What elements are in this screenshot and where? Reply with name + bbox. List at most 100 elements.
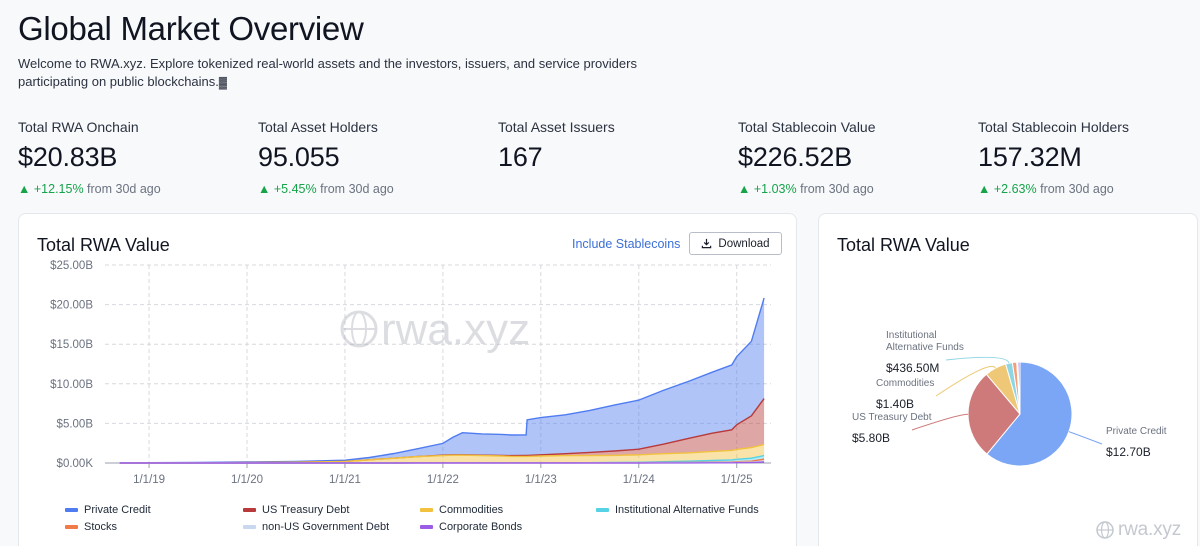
legend-item-commodities[interactable]: Commodities: [420, 504, 503, 516]
chart-watermark: rwa.xyz: [340, 305, 530, 354]
pie-leader-line: [1068, 431, 1103, 445]
stat-total-stablecoin-value: Total Stablecoin Value $226.52B ▲ +1.03%…: [738, 119, 958, 196]
download-label: Download: [718, 237, 770, 250]
legend-item-private-credit[interactable]: Private Credit: [65, 504, 151, 516]
line-corporate-bonds: [119, 461, 765, 464]
legend-item-corporate-bonds[interactable]: Corporate Bonds: [420, 521, 522, 533]
stat-total-asset-issuers: Total Asset Issuers 167: [498, 119, 718, 173]
y-tick-label: $0.00K: [57, 458, 94, 470]
area-private-credit: [119, 298, 765, 463]
stat-delta-suffix: from 30d ago: [800, 182, 874, 196]
stat-value: 95.055: [258, 142, 340, 172]
legend-swatch: [65, 525, 78, 529]
pie-slice-name: Commodities: [876, 378, 934, 389]
x-tick-label: 1/1/21: [329, 474, 361, 486]
up-arrow-icon: ▲: [258, 182, 274, 196]
stat-delta-value: +12.15%: [33, 182, 84, 196]
pie-watermark-text: rwa.xyz: [1118, 519, 1181, 540]
stat-label: Total Asset Holders: [258, 119, 378, 135]
pie-slice-name: Institutional: [886, 330, 937, 341]
legend-item-institutional-alternative-funds[interactable]: Institutional Alternative Funds: [596, 504, 759, 516]
chart-watermark-text: rwa.xyz: [381, 305, 530, 354]
pie-slice-value: $1.40B: [876, 397, 914, 411]
legend-item-stocks[interactable]: Stocks: [65, 521, 117, 533]
y-tick-label: $10.00B: [50, 379, 93, 391]
pie-slice-value: $5.80B: [852, 431, 890, 445]
pie-leader-line: [945, 356, 1010, 364]
legend-swatch: [596, 508, 609, 512]
legend-label: non-US Government Debt: [262, 521, 390, 533]
legend-label: Stocks: [84, 521, 118, 533]
globe-meridian: [351, 311, 367, 347]
stat-delta: ▲ +1.03% from 30d ago: [738, 182, 958, 196]
stat-total-stablecoin-holders: Total Stablecoin Holders 157.32M ▲ +2.63…: [978, 119, 1198, 196]
rwa-value-chart-card: Total RWA Value Include Stablecoins Down…: [18, 213, 797, 546]
stat-label: Total Stablecoin Value: [738, 119, 876, 135]
pie-slice-name: US Treasury Debt: [852, 412, 932, 423]
page-subtitle-text: Welcome to RWA.xyz. Explore tokenized re…: [18, 56, 637, 89]
rwa-value-pie-card: Total RWA Value Private Credit $12.70B US …: [818, 213, 1198, 546]
line-commodities: [119, 443, 765, 464]
up-arrow-icon: ▲: [738, 182, 754, 196]
legend-label: Corporate Bonds: [439, 521, 523, 533]
stat-total-asset-holders: Total Asset Holders 95.055 ▲ +5.45% from…: [258, 119, 478, 196]
pie-slice-value: $436.50M: [886, 361, 939, 375]
pie-slice-name: Alternative Funds: [886, 342, 964, 353]
rwa-area-chart: $0.00K $5.00B $10.00B $15.00B $20.00B $25.00B…: [50, 260, 771, 486]
subtitle-glyph: ▓: [218, 77, 227, 89]
pie-leader-line: [911, 413, 969, 431]
stat-delta: ▲ +12.15% from 30d ago: [18, 182, 238, 196]
y-tick-label: $5.00B: [57, 418, 94, 430]
page-title: Global Market Overview: [18, 10, 364, 47]
page-subtitle: Welcome to RWA.xyz. Explore tokenized re…: [18, 55, 698, 92]
stat-delta-value: +2.63%: [993, 182, 1037, 196]
stat-delta-value: +1.03%: [753, 182, 797, 196]
stat-label: Total Stablecoin Holders: [978, 119, 1129, 135]
legend-label: US Treasury Debt: [262, 504, 350, 516]
stat-total-rwa-onchain: Total RWA Onchain $20.83B ▲ +12.15% from…: [18, 119, 238, 196]
legend-item-us-treasury-debt[interactable]: US Treasury Debt: [243, 504, 349, 516]
x-tick-label: 1/1/22: [427, 474, 459, 486]
stat-value: 167: [498, 142, 543, 172]
up-arrow-icon: ▲: [18, 182, 34, 196]
pie-leader-line: [935, 365, 996, 397]
stat-delta-suffix: from 30d ago: [1040, 182, 1114, 196]
x-tick-label: 1/1/23: [525, 474, 557, 486]
line-private-credit: [119, 297, 765, 464]
pie-watermark: rwa.xyz: [1095, 519, 1181, 541]
legend-swatch: [243, 508, 256, 512]
download-button[interactable]: Download: [689, 232, 782, 255]
x-tick-label: 1/1/19: [133, 474, 165, 486]
legend-label: Private Credit: [84, 504, 151, 516]
stat-delta: ▲ +2.63% from 30d ago: [978, 182, 1198, 196]
pie-slice-value: $12.70B: [1106, 445, 1151, 459]
x-tick-label: 1/1/24: [623, 474, 656, 486]
stat-value: $20.83B: [18, 142, 118, 172]
stat-label: Total Asset Issuers: [498, 119, 615, 135]
legend-label: Institutional Alternative Funds: [615, 504, 759, 516]
stat-delta: ▲ +5.45% from 30d ago: [258, 182, 478, 196]
stat-delta-suffix: from 30d ago: [87, 182, 161, 196]
stat-label: Total RWA Onchain: [18, 119, 139, 135]
rwa-pie-chart: Private Credit $12.70B US Treasury Debt $5.…: [852, 330, 1167, 467]
stat-delta-value: +5.45%: [273, 182, 317, 196]
pie-slice-name: Private Credit: [1106, 426, 1167, 437]
stat-delta-suffix: from 30d ago: [320, 182, 394, 196]
legend-swatch: [420, 525, 433, 529]
legend-swatch: [243, 525, 256, 529]
pie-card-title: Total RWA Value: [837, 235, 970, 255]
up-arrow-icon: ▲: [978, 182, 994, 196]
x-tick-label: 1/1/20: [231, 474, 263, 486]
legend-swatch: [65, 508, 78, 512]
legend-item-non-us-government-debt[interactable]: non-US Government Debt: [243, 521, 389, 533]
download-icon: [702, 238, 712, 249]
x-tick-label: 1/1/25: [721, 474, 753, 486]
globe-logo-icon: [340, 310, 378, 348]
area-commodities: [119, 444, 765, 463]
y-tick-label: $20.00B: [50, 300, 93, 312]
legend-swatch: [420, 508, 433, 512]
legend-label: Commodities: [439, 504, 504, 516]
chart-card-title: Total RWA Value: [37, 235, 170, 255]
pie-slice-corporate-bonds: [1017, 361, 1021, 415]
include-stablecoins-toggle[interactable]: Include Stablecoins: [572, 237, 681, 251]
